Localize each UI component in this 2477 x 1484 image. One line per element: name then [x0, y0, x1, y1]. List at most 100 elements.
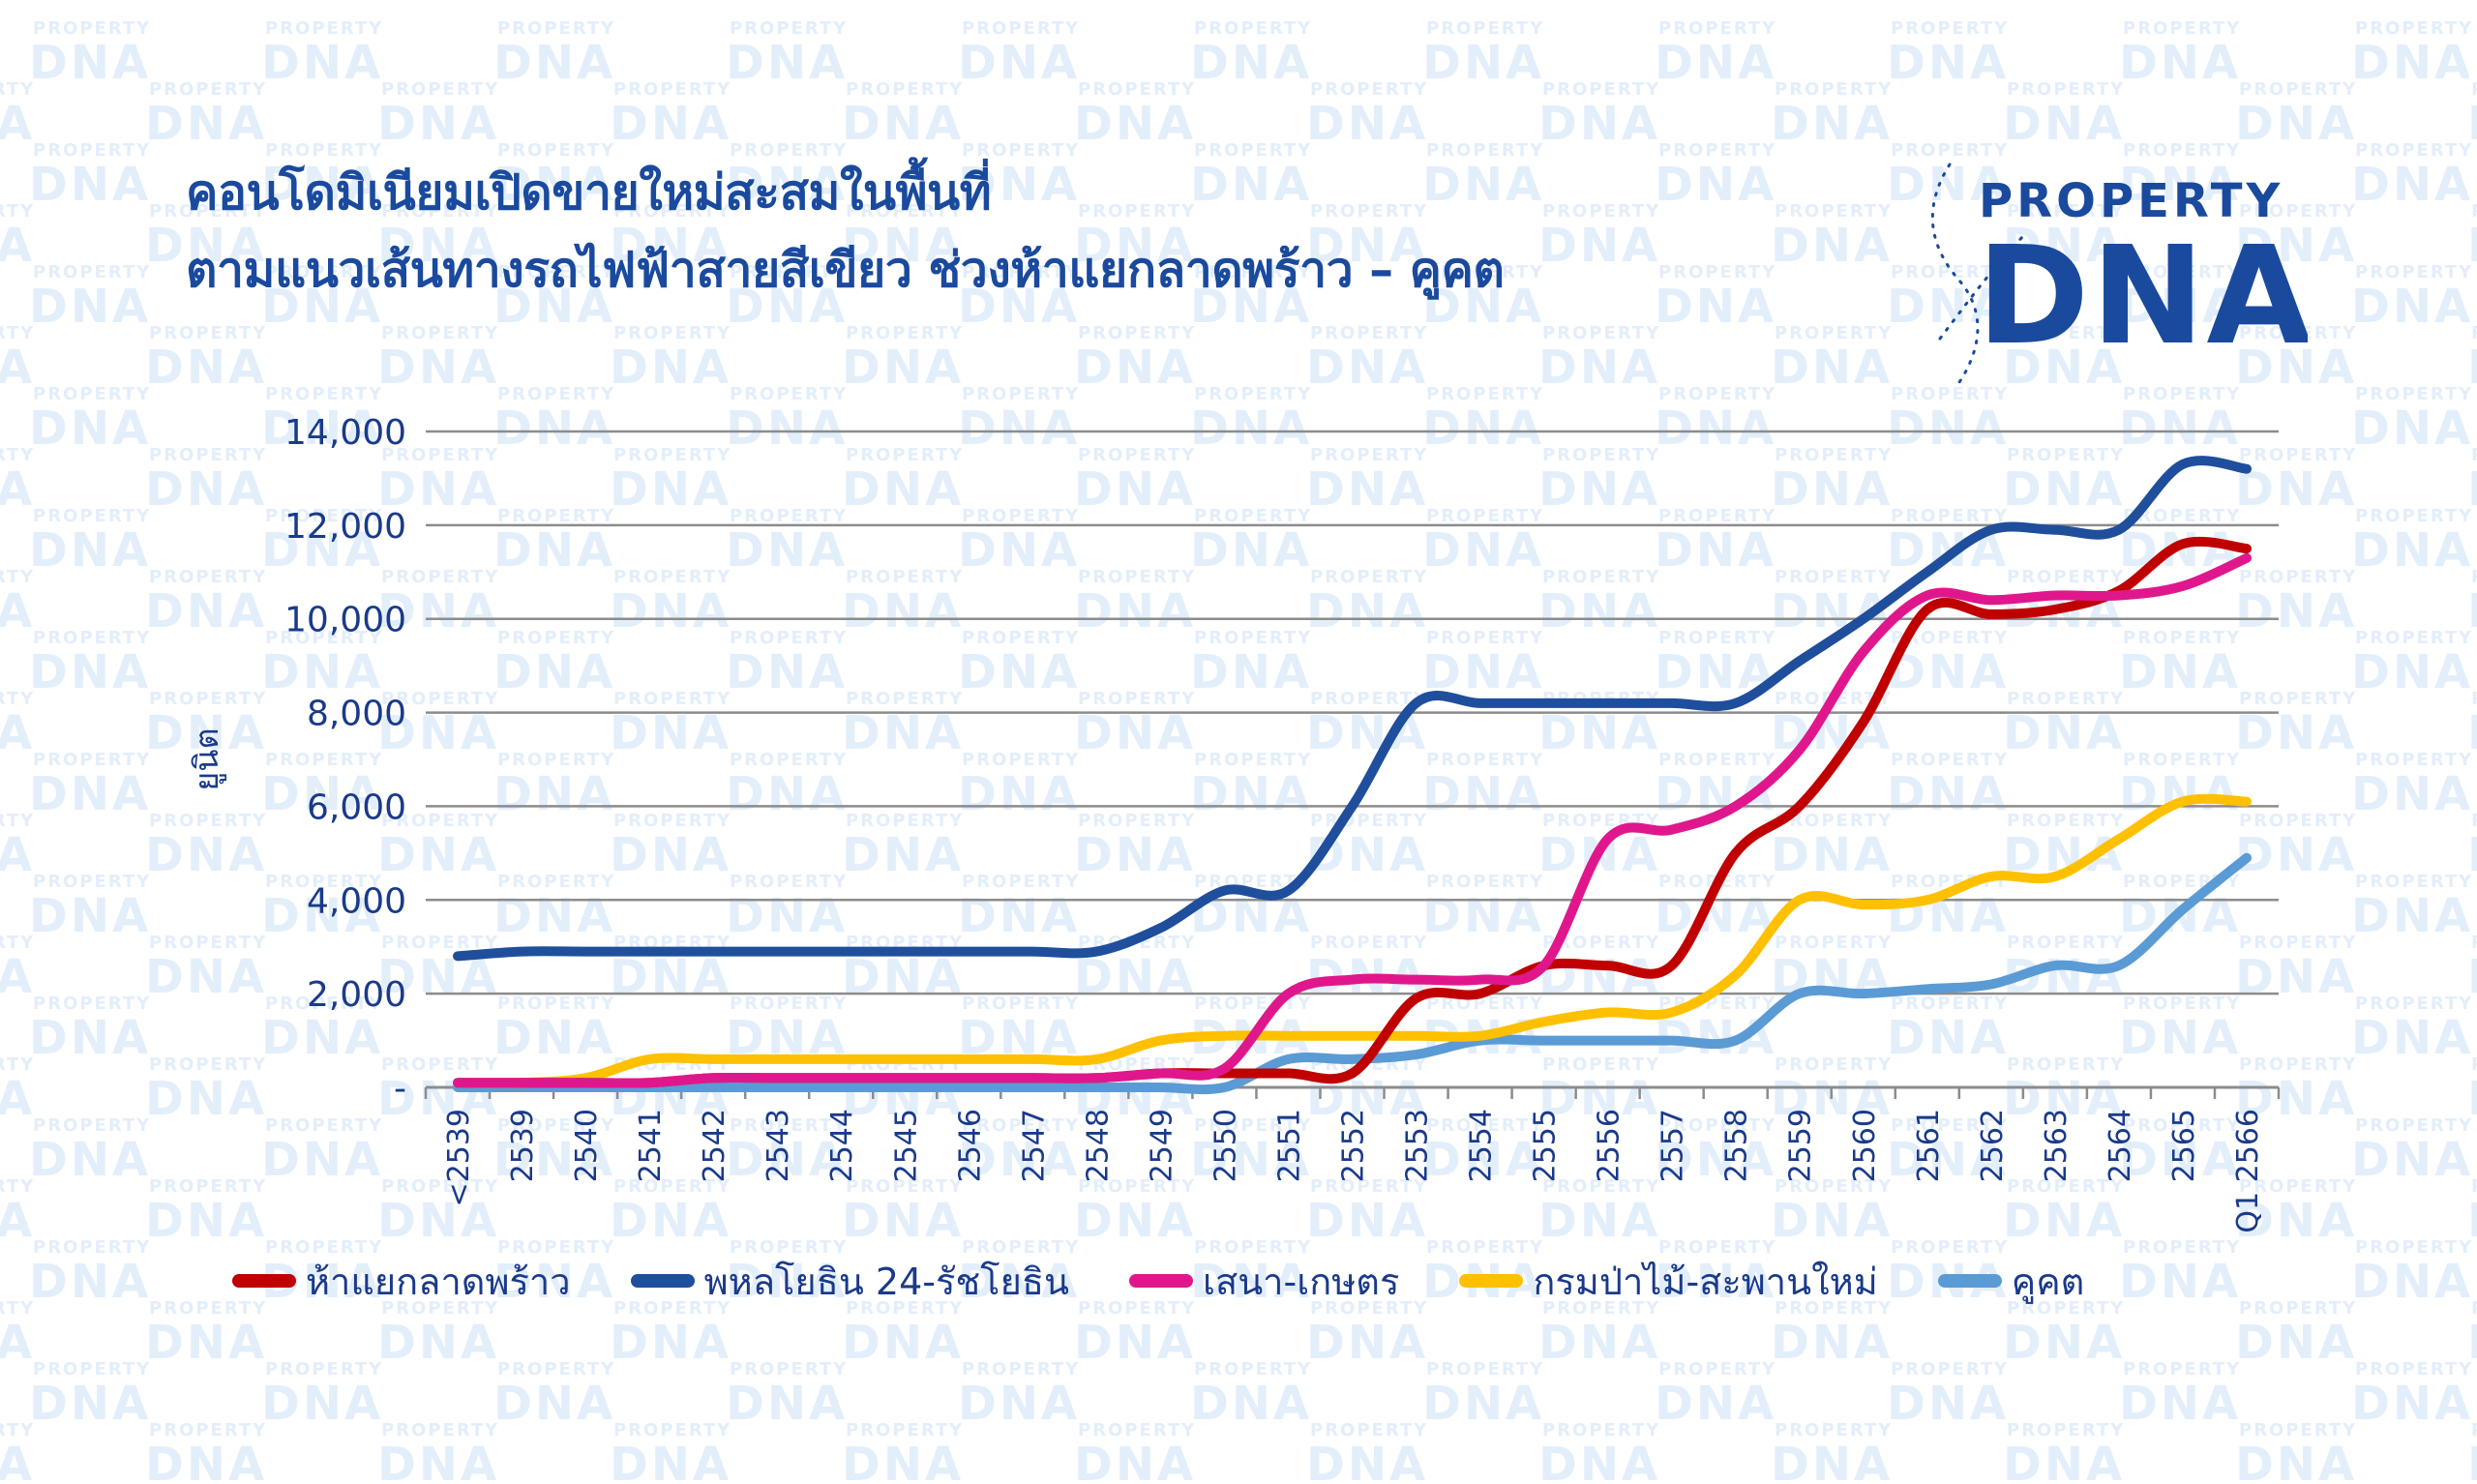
- watermark-text-dna: DNA: [0, 1438, 35, 1484]
- series-line-2: [453, 456, 2252, 962]
- watermark-text-dna: DNA: [261, 645, 383, 699]
- watermark-text-property: PROPERTY: [1078, 1176, 1196, 1197]
- watermark-text-property: PROPERTY: [381, 567, 499, 587]
- watermark-text-property: PROPERTY: [2355, 262, 2473, 282]
- legend-item-3: เสนา-เกษตร: [1129, 1252, 1399, 1311]
- watermark-text-dna: DNA: [1422, 767, 1544, 821]
- watermark-text-property: PROPERTY: [149, 1298, 267, 1319]
- watermark-text-dna: DNA: [1422, 1133, 1544, 1187]
- watermark-text-dna: DNA: [145, 706, 267, 760]
- watermark-text-dna: DNA: [29, 645, 151, 699]
- watermark-text-property: PROPERTY: [1775, 1176, 1893, 1197]
- watermark-text-dna: DNA: [2003, 1194, 2125, 1248]
- y-tick-label: 6,000: [307, 787, 406, 827]
- x-tick-label: 2557: [1656, 1109, 1690, 1182]
- watermark-text-property: PROPERTY: [2239, 323, 2357, 343]
- watermark-text-property: PROPERTY: [2007, 1298, 2125, 1319]
- watermark-text-property: PROPERTY: [0, 689, 35, 709]
- watermark-text-property: PROPERTY: [1542, 567, 1660, 587]
- watermark-text-dna: DNA: [377, 341, 499, 395]
- y-axis-ticks: - 2,000 4,000 6,000 8,000 10,000 12,000 14,000: [284, 413, 406, 1109]
- watermark-text-dna: DNA: [2119, 401, 2241, 456]
- watermark-text-property: PROPERTY: [1078, 445, 1196, 465]
- watermark-text-property: PROPERTY: [1078, 567, 1196, 587]
- watermark-text-dna: DNA: [0, 1316, 35, 1370]
- watermark-text-dna: DNA: [1074, 828, 1196, 882]
- x-tick-label: 2555: [1529, 1109, 1563, 1182]
- watermark-text-property: PROPERTY: [1891, 1237, 2009, 1258]
- watermark-text-property: PROPERTY: [1542, 323, 1660, 343]
- series-line-4: [453, 793, 2252, 1088]
- watermark-text-property: PROPERTY: [497, 994, 615, 1014]
- watermark-text-dna: DNA: [493, 280, 615, 334]
- watermark-text-dna: DNA: [145, 462, 267, 517]
- watermark-text-property: PROPERTY: [2355, 1359, 2473, 1380]
- watermark-text-property: PROPERTY: [0, 79, 35, 100]
- watermark-text-dna: DNA: [1538, 584, 1660, 638]
- watermark-text-dna: DNA: [145, 341, 267, 395]
- watermark-text-dna: DNA: [610, 1194, 731, 1248]
- watermark-text-property: PROPERTY: [265, 994, 383, 1014]
- watermark-text-dna: DNA: [261, 1133, 383, 1187]
- watermark-text-dna: DNA: [2351, 1133, 2473, 1187]
- watermark-text-dna: DNA: [2119, 1011, 2241, 1065]
- watermark-text-property: PROPERTY: [33, 140, 151, 161]
- watermark-text-property: PROPERTY: [962, 384, 1080, 404]
- watermark-text-property: PROPERTY: [2123, 1359, 2241, 1380]
- x-tick-label: 2551: [1272, 1109, 1306, 1182]
- x-tick-label: 2563: [2040, 1109, 2074, 1182]
- watermark-text-property: PROPERTY: [846, 1420, 964, 1440]
- watermark-text-property: PROPERTY: [846, 323, 964, 343]
- watermark-text-property: PROPERTY: [846, 567, 964, 587]
- watermark-text-property: PROPERTY: [1775, 1298, 1893, 1319]
- watermark-text-dna: DNA: [2467, 1194, 2477, 1248]
- watermark-text-dna: DNA: [1422, 523, 1544, 578]
- watermark-text-property: PROPERTY: [149, 1420, 267, 1440]
- watermark-text-property: PROPERTY: [2007, 323, 2125, 343]
- watermark-text-property: PROPERTY: [1310, 689, 1428, 709]
- x-tick-label: 2539: [506, 1109, 540, 1182]
- watermark-text-property: PROPERTY: [2123, 628, 2241, 648]
- watermark-text-property: PROPERTY: [1542, 933, 1660, 953]
- watermark-text-dna: DNA: [842, 97, 964, 151]
- watermark-text-property: PROPERTY: [1542, 79, 1660, 100]
- watermark-text-dna: DNA: [29, 401, 151, 456]
- legend-item-4: กรมป่าไม้-สะพานใหม่: [1459, 1252, 1878, 1311]
- watermark-text-property: PROPERTY: [1310, 933, 1428, 953]
- watermark-text-dna: DNA: [29, 1011, 151, 1065]
- watermark-text-dna: DNA: [1306, 341, 1428, 395]
